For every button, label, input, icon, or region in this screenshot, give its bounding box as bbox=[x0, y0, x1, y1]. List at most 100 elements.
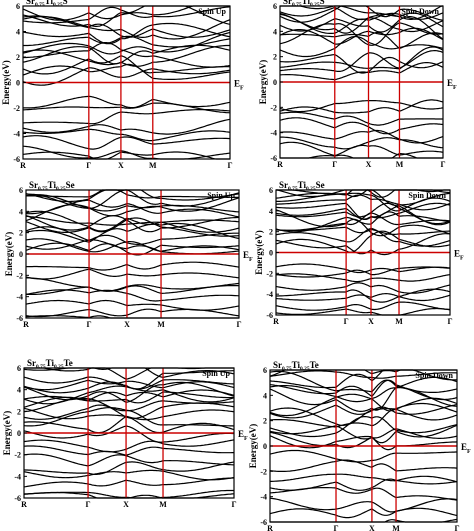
valence-band-line bbox=[275, 273, 451, 283]
y-tick-label: 4 bbox=[19, 207, 23, 216]
y-tick-label: 2 bbox=[269, 228, 273, 237]
valence-band-line bbox=[22, 95, 231, 109]
k-point-label: Γ bbox=[332, 160, 337, 169]
fermi-label: EF bbox=[234, 79, 244, 92]
y-tick-label: 2 bbox=[273, 53, 277, 62]
y-tick-label: 4 bbox=[269, 207, 273, 216]
conduction-band-line bbox=[275, 233, 451, 256]
compound-label: Sr0.75Ti0.25Te bbox=[273, 360, 319, 372]
y-tick-label: -4 bbox=[14, 472, 21, 481]
y-tick-label: -4 bbox=[16, 293, 23, 302]
band-panel-5: 6 4 2 0 -2 -4 -6 Energy(eV) R Γ X M Γ EF Sr0.75Ti0.25T… bbox=[2, 358, 248, 509]
conduction-band-line bbox=[275, 230, 451, 253]
valence-band-line bbox=[280, 153, 443, 159]
conduction-band-line bbox=[275, 205, 451, 226]
y-tick-label: 6 bbox=[16, 2, 20, 11]
k-point-label: Γ bbox=[236, 320, 241, 329]
fermi-label: EF bbox=[454, 249, 464, 262]
conduction-band-line bbox=[279, 62, 444, 81]
conduction-band-line bbox=[269, 387, 458, 412]
conduction-band-line bbox=[279, 46, 444, 70]
y-tick-label: -6 bbox=[16, 314, 23, 323]
k-point-label: Γ bbox=[440, 160, 445, 169]
y-tick-label: 6 bbox=[263, 366, 267, 375]
k-point-label: Γ bbox=[227, 161, 232, 170]
k-point-label: Γ bbox=[454, 524, 459, 531]
y-tick-label: -4 bbox=[13, 130, 20, 139]
y-tick-label: -6 bbox=[14, 494, 21, 503]
y-axis-label: Energy(eV) bbox=[2, 411, 12, 456]
y-tick-label: -6 bbox=[266, 311, 273, 320]
y-axis-label: Energy(eV) bbox=[4, 232, 14, 277]
compound-label: Sr0.75Ti0.25S bbox=[283, 0, 325, 8]
k-point-label: X bbox=[118, 161, 124, 170]
valence-band-line bbox=[25, 268, 240, 280]
k-point-label: R bbox=[21, 500, 27, 509]
spin-label: Spin Down bbox=[401, 7, 439, 16]
k-point-label: Γ bbox=[447, 317, 452, 326]
y-tick-label: -2 bbox=[260, 467, 267, 476]
y-tick-label: 0 bbox=[263, 442, 267, 451]
conduction-band-line bbox=[25, 238, 240, 253]
k-point-label: M bbox=[396, 160, 404, 169]
k-point-label: X bbox=[366, 160, 372, 169]
band-panel-3: 6 4 2 0 -2 -4 -6 Energy(eV) R Γ X M Γ EF Sr0.75Ti0.25S… bbox=[4, 180, 253, 329]
valence-band-line bbox=[26, 261, 240, 271]
band-panel-2: 6 4 2 0 -2 -4 -6 Energy(eV) R Γ X M Γ EF Sr0.75Ti0.25S… bbox=[258, 0, 457, 169]
k-point-label: X bbox=[368, 317, 374, 326]
valence-band-line bbox=[22, 135, 231, 150]
k-point-label: Γ bbox=[344, 317, 349, 326]
valence-band-line bbox=[269, 497, 458, 513]
y-tick-label: -6 bbox=[270, 154, 277, 163]
y-axis-label: Energy(eV) bbox=[248, 424, 258, 469]
fermi-label: EF bbox=[447, 78, 457, 91]
y-tick-label: 6 bbox=[19, 186, 23, 195]
conduction-band-line bbox=[22, 42, 231, 68]
k-point-label: M bbox=[395, 317, 403, 326]
y-tick-label: -4 bbox=[270, 129, 277, 138]
y-tick-label: 2 bbox=[17, 407, 21, 416]
y-tick-label: -2 bbox=[13, 104, 20, 113]
y-tick-label: -2 bbox=[270, 103, 277, 112]
k-point-label: R bbox=[267, 524, 273, 531]
conduction-band-line bbox=[23, 425, 234, 443]
y-tick-label: 2 bbox=[19, 229, 23, 238]
y-axis-label: Energy(eV) bbox=[258, 60, 268, 105]
valence-band-line bbox=[22, 108, 231, 125]
fermi-label: EF bbox=[238, 429, 248, 442]
fermi-label: EF bbox=[243, 250, 253, 263]
k-point-label: Γ bbox=[333, 524, 338, 531]
k-point-label: M bbox=[157, 320, 165, 329]
y-tick-label: -4 bbox=[266, 290, 273, 299]
y-tick-label: 4 bbox=[16, 28, 20, 37]
spin-label: Spin Up bbox=[207, 191, 235, 200]
k-point-label: M bbox=[149, 161, 157, 170]
compound-label: Sr0.75Ti0.25Se bbox=[29, 180, 75, 192]
valence-band-line bbox=[269, 478, 458, 491]
y-tick-label: 4 bbox=[263, 391, 267, 400]
conduction-band-line bbox=[25, 222, 240, 243]
y-axis-label: Energy(eV) bbox=[1, 60, 11, 105]
k-point-label: Γ bbox=[87, 320, 92, 329]
k-point-label: M bbox=[159, 500, 167, 509]
spin-label: Spin Up bbox=[202, 369, 230, 378]
y-tick-label: 4 bbox=[273, 27, 277, 36]
y-tick-label: 0 bbox=[16, 79, 20, 88]
y-tick-label: 0 bbox=[269, 249, 273, 258]
y-tick-label: -6 bbox=[13, 155, 20, 164]
k-point-label: Γ bbox=[86, 161, 91, 170]
band-panel-6: 6 4 2 0 -2 -4 -6 Energy(eV) R Γ X M Γ EF Sr0.75Ti0.25T… bbox=[248, 360, 471, 531]
spin-label: Spin Down bbox=[415, 371, 453, 380]
k-point-label: X bbox=[124, 320, 130, 329]
y-tick-label: 2 bbox=[263, 417, 267, 426]
k-point-label: Γ bbox=[86, 500, 91, 509]
k-point-label: M bbox=[392, 524, 400, 531]
valence-band-line bbox=[270, 473, 458, 483]
compound-label: Sr0.75Ti0.25Se bbox=[279, 180, 325, 192]
band-panel-4: 6 4 2 0 -2 -4 -6 Energy(eV) R Γ X M Γ EF Sr0.75Ti0.25S… bbox=[254, 180, 464, 326]
spin-label: Spin Down bbox=[408, 191, 446, 200]
valence-band-line bbox=[22, 102, 231, 114]
y-tick-label: 0 bbox=[19, 250, 23, 259]
band-panel-1: 6 4 2 0 -2 -4 -6 Energy(eV) R Γ X M Γ EF Sr0.75Ti0.25S… bbox=[1, 0, 244, 170]
